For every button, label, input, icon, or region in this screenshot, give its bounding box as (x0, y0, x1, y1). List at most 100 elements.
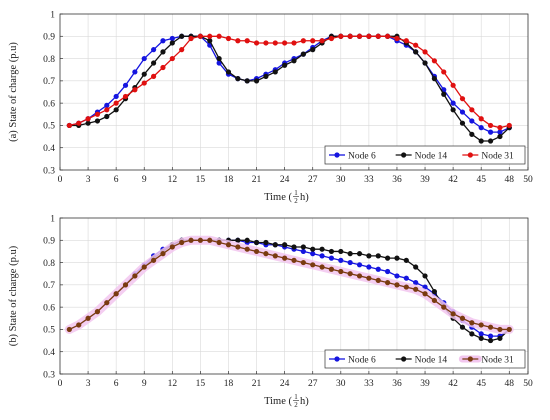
data-point (169, 244, 175, 250)
x-tick-label: 33 (364, 175, 374, 185)
y-tick-label: 0.8 (43, 259, 55, 269)
x-tick-label: 3 (86, 175, 91, 185)
y-tick-label: 0.5 (43, 326, 55, 336)
legend-box (324, 145, 526, 165)
data-point (122, 93, 129, 100)
data-point (225, 35, 232, 42)
x-tick-label: 18 (224, 175, 234, 185)
data-point (141, 80, 147, 86)
x-tick-label: 42 (448, 379, 458, 389)
x-tick-label: 36 (392, 175, 402, 185)
legend-marker (401, 152, 407, 158)
data-point (469, 320, 475, 326)
data-point (300, 248, 306, 255)
data-point (459, 315, 466, 321)
x-tick-label: 0 (58, 379, 63, 389)
data-point (338, 268, 344, 275)
data-point (272, 69, 278, 75)
data-point (431, 76, 437, 82)
data-point (300, 259, 306, 266)
data-point (338, 33, 344, 39)
data-point (300, 38, 306, 44)
data-point (506, 122, 512, 129)
chart-b: 0 3 6 9 12 15 18 21 24 27 30 33 36 39 42 45 48 500.30.40.… (8, 214, 533, 409)
data-point (319, 38, 325, 44)
data-point (272, 253, 278, 259)
data-point (235, 244, 241, 250)
series-line (69, 35, 510, 129)
data-point (253, 239, 260, 246)
data-point (487, 138, 494, 144)
y-tick-label: 0.7 (43, 77, 55, 87)
data-point (497, 129, 503, 135)
legend-label: Node 14 (415, 355, 448, 365)
data-point (366, 253, 372, 259)
data-point (244, 38, 250, 44)
data-point (450, 82, 456, 88)
x-axis-label-frac-den: 2 (294, 401, 298, 409)
data-point (422, 49, 428, 55)
data-point (225, 69, 232, 75)
data-point (478, 138, 484, 144)
data-point (459, 109, 466, 115)
data-point (403, 257, 409, 263)
data-point (497, 335, 503, 341)
data-point (244, 78, 250, 84)
y-axis-label: (a) State of charge (p.u) (8, 42, 19, 142)
data-point (394, 273, 400, 279)
data-point (160, 38, 166, 44)
data-point (300, 244, 306, 250)
data-point (263, 40, 269, 46)
legend: Node 6 Node 14 Node 31 (324, 349, 526, 369)
data-point (197, 237, 203, 243)
x-axis-label-frac-den: 2 (294, 197, 298, 205)
x-tick-label: 30 (336, 379, 346, 389)
series-node-31 (64, 235, 514, 334)
data-point (76, 322, 82, 328)
data-point (328, 248, 335, 255)
data-point (263, 73, 269, 79)
data-point (291, 40, 297, 46)
y-tick-label: 0.7 (43, 281, 55, 291)
data-point (487, 337, 494, 344)
legend-entry: Node 14 (395, 151, 447, 161)
data-point (478, 125, 484, 131)
legend-label: Node 31 (481, 355, 514, 365)
y-tick-label: 0.6 (43, 99, 55, 109)
data-point (422, 291, 428, 297)
data-point (66, 122, 72, 129)
data-point (85, 116, 91, 122)
x-axis-label-prefix: Time ( (264, 396, 292, 407)
data-point (104, 107, 110, 113)
x-tick-label: 27 (308, 175, 318, 185)
data-point (132, 273, 138, 279)
data-point (375, 266, 381, 272)
data-point (169, 35, 175, 42)
data-point (403, 284, 409, 290)
data-point (394, 35, 400, 42)
data-point (225, 242, 232, 248)
legend-entry: Node 31 (458, 355, 514, 365)
data-point (85, 315, 91, 321)
data-point (310, 38, 316, 44)
data-point (366, 33, 372, 39)
data-point (151, 60, 157, 66)
data-point (394, 282, 400, 288)
data-point (385, 268, 391, 275)
data-point (431, 288, 437, 295)
data-point (478, 322, 484, 328)
x-tick-label: 15 (196, 175, 206, 185)
y-tick-label: 1 (50, 214, 55, 224)
data-point (459, 324, 466, 330)
x-axis-label-suffix: h) (300, 396, 309, 407)
data-point (338, 248, 344, 255)
data-point (216, 239, 222, 246)
data-point (441, 91, 447, 97)
legend-entry: Node 31 (462, 151, 514, 161)
data-point (356, 273, 363, 279)
data-point (441, 69, 447, 75)
data-point (151, 73, 157, 79)
data-point (179, 33, 185, 39)
x-tick-label: 33 (364, 379, 374, 389)
y-tick-label: 0.4 (43, 348, 55, 358)
